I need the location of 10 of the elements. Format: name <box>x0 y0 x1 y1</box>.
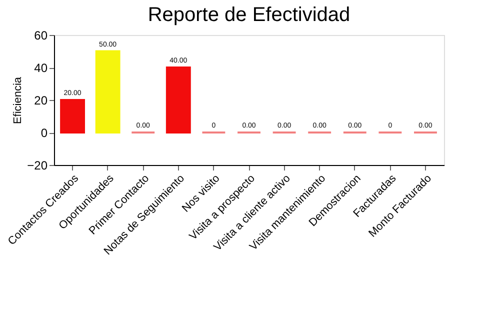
y-axis-title: Eficiencia <box>12 76 24 124</box>
chart-title: Reporte de Efectividad <box>148 4 350 26</box>
bar <box>166 66 191 134</box>
y-tick-label: 60 <box>34 28 48 42</box>
bar <box>95 50 120 134</box>
y-tick-label: −20 <box>27 158 48 172</box>
bar <box>60 99 85 134</box>
y-tick-label: 0 <box>40 126 48 140</box>
y-tick-label: 40 <box>34 61 48 75</box>
y-tick-label: 20 <box>34 94 48 108</box>
